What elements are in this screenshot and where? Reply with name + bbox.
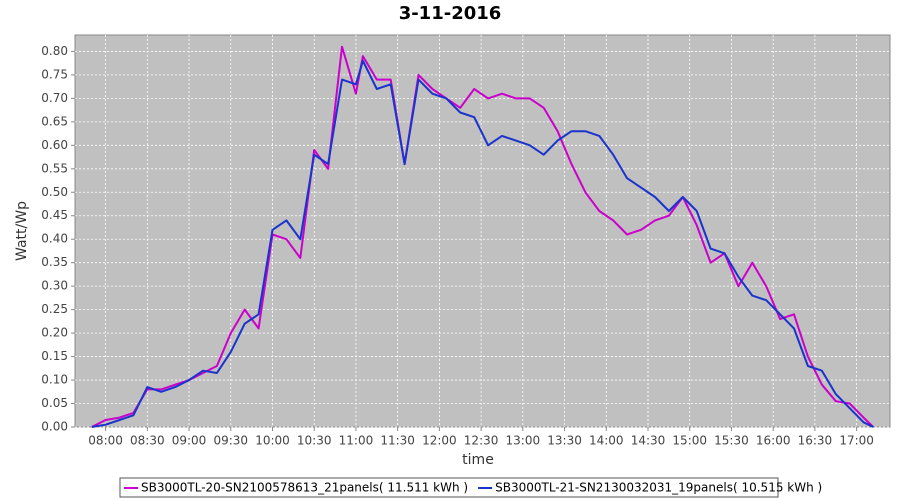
y-tick-label: 0.75 [41, 67, 68, 81]
series-line [91, 59, 874, 428]
y-tick-label: 0.00 [41, 420, 68, 434]
x-tick-label: 09:00 [172, 434, 207, 448]
x-tick-label: 15:00 [672, 434, 707, 448]
x-tick-label: 14:30 [631, 434, 666, 448]
y-tick-label: 0.20 [41, 326, 68, 340]
y-tick-label: 0.35 [41, 255, 68, 269]
y-tick-label: 0.70 [41, 91, 68, 105]
x-tick-label: 15:30 [714, 434, 749, 448]
x-axis-title: time [462, 452, 494, 468]
y-tick-label: 0.25 [41, 302, 68, 316]
x-tick-label: 17:00 [839, 434, 874, 448]
legend-label: SB3000TL-20-SN2100578613_21panels( 11.51… [141, 481, 468, 495]
x-tick-label: 12:00 [422, 434, 457, 448]
y-tick-label: 0.60 [41, 138, 68, 152]
legend-label: SB3000TL-21-SN2130032031_19panels( 10.51… [495, 481, 822, 495]
x-tick-label: 14:00 [589, 434, 624, 448]
x-tick-label: 11:30 [380, 434, 415, 448]
legend [119, 477, 779, 498]
x-tick-label: 13:30 [547, 434, 582, 448]
x-tick-label: 16:30 [798, 434, 833, 448]
y-tick-label: 0.05 [41, 396, 68, 410]
y-tick-label: 0.65 [41, 114, 68, 128]
x-tick-label: 13:00 [506, 434, 541, 448]
y-tick-label: 0.40 [41, 232, 68, 246]
series-line [91, 45, 874, 428]
x-tick-label: 16:00 [756, 434, 791, 448]
x-tick-label: 10:30 [297, 434, 332, 448]
y-tick-label: 0.45 [41, 208, 68, 222]
y-tick-label: 0.10 [41, 373, 68, 387]
y-tick-label: 0.50 [41, 185, 68, 199]
x-tick-label: 12:30 [464, 434, 499, 448]
y-tick-label: 0.15 [41, 349, 68, 363]
x-tick-label: 09:30 [213, 434, 248, 448]
y-tick-label: 0.55 [41, 161, 68, 175]
y-tick-label: 0.30 [41, 279, 68, 293]
y-tick-label: 0.80 [41, 44, 68, 58]
x-tick-label: 11:00 [339, 434, 374, 448]
x-tick-label: 10:00 [255, 434, 290, 448]
plot-area [74, 34, 891, 428]
y-axis-title: Watt/Wp [14, 201, 30, 261]
x-tick-label: 08:30 [130, 434, 165, 448]
x-tick-label: 08:00 [88, 434, 123, 448]
chart-title: 3-11-2016 [399, 3, 502, 24]
